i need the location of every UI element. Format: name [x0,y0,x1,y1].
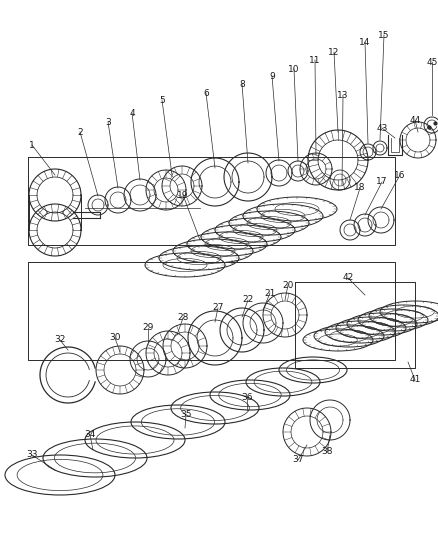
Text: 38: 38 [321,448,332,456]
Text: 45: 45 [425,58,437,67]
Text: 28: 28 [177,313,188,322]
Text: 18: 18 [353,183,365,192]
Text: 21: 21 [264,288,275,297]
Text: 14: 14 [358,37,370,46]
Text: 2: 2 [77,127,83,136]
Text: 30: 30 [109,334,120,343]
Text: 44: 44 [409,116,420,125]
Text: 33: 33 [26,450,38,459]
Text: 20: 20 [282,280,293,289]
Text: 27: 27 [212,303,223,312]
Text: 41: 41 [408,376,420,384]
Text: 36: 36 [241,393,252,402]
Text: 42: 42 [342,273,353,282]
Text: 37: 37 [292,456,303,464]
Text: 4: 4 [129,109,134,117]
Text: 22: 22 [242,295,253,304]
Text: 3: 3 [105,117,111,126]
Text: 5: 5 [159,95,165,104]
Text: 43: 43 [375,124,387,133]
Text: 32: 32 [54,335,66,344]
Text: 16: 16 [393,171,405,180]
Text: 17: 17 [375,177,387,187]
Text: 12: 12 [328,47,339,56]
Text: 35: 35 [180,410,191,419]
Text: 15: 15 [378,30,389,39]
Text: 6: 6 [203,88,208,98]
Text: 13: 13 [336,91,348,100]
Text: 10: 10 [288,64,299,74]
Text: 29: 29 [142,324,153,333]
Text: 34: 34 [84,431,95,440]
Text: 8: 8 [239,79,244,88]
Text: 11: 11 [308,55,320,64]
Text: 19: 19 [177,190,188,199]
Text: 1: 1 [29,141,35,149]
Text: 9: 9 [268,71,274,80]
